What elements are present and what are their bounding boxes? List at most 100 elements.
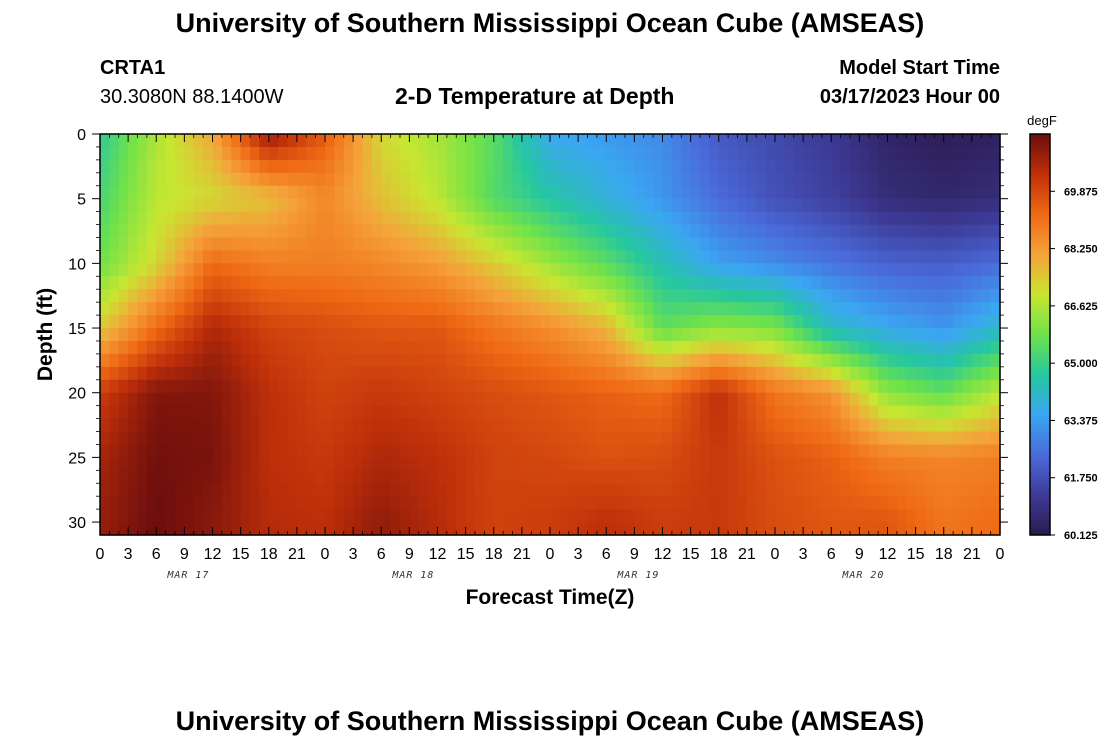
heatmap-cell [915, 276, 926, 290]
heatmap-cell [165, 431, 176, 446]
heatmap-cell [953, 496, 964, 510]
heatmap-cell [662, 444, 673, 458]
heatmap-cell [681, 522, 692, 536]
heatmap-cell [493, 146, 504, 161]
heatmap-cell [193, 353, 204, 368]
heatmap-cell [803, 276, 814, 290]
heatmap-cell [775, 379, 785, 394]
heatmap-cell [784, 392, 795, 407]
heatmap-cell [193, 366, 204, 381]
heatmap-cell [615, 289, 626, 303]
heatmap-cell [812, 431, 823, 446]
heatmap-cell [446, 211, 457, 226]
y-tick-label: 5 [77, 192, 86, 209]
heatmap-cell [334, 237, 345, 252]
heatmap-cell [971, 302, 982, 316]
heatmap-cell [606, 198, 617, 213]
heatmap-cell [165, 483, 176, 497]
heatmap-cell [850, 328, 860, 342]
heatmap-cell [493, 237, 504, 252]
heatmap-cell [709, 263, 720, 277]
heatmap-cell [296, 379, 307, 394]
heatmap-cell [596, 328, 607, 342]
x-tick-label: 12 [204, 546, 222, 563]
heatmap-cell [578, 289, 589, 303]
heatmap-cell [475, 172, 485, 187]
heatmap-cell [793, 509, 804, 523]
heatmap-cell [615, 392, 626, 407]
heatmap-cell [615, 431, 626, 446]
heatmap-cell [775, 470, 785, 484]
heatmap-cell [906, 431, 917, 446]
heatmap-cell [296, 276, 307, 290]
heatmap-cell [943, 172, 954, 187]
heatmap-cell [643, 276, 654, 290]
heatmap-cell [953, 328, 964, 342]
heatmap-cell [634, 522, 645, 536]
heatmap-cell [109, 250, 120, 264]
heatmap-cell [896, 509, 907, 523]
heatmap-cell [681, 509, 692, 523]
heatmap-cell [418, 431, 429, 446]
heatmap-cell [212, 263, 223, 277]
heatmap-cell [615, 250, 626, 264]
heatmap-cell [343, 483, 354, 497]
heatmap-cell [278, 185, 289, 200]
heatmap-cell [606, 211, 617, 226]
heatmap-cell [634, 328, 645, 342]
heatmap-cell [990, 185, 1001, 200]
heatmap-cell [625, 340, 635, 355]
heatmap-cell [175, 315, 185, 329]
heatmap-cell [428, 392, 439, 407]
heatmap-cell [418, 172, 429, 187]
heatmap-cell [540, 263, 551, 277]
heatmap-cell [868, 263, 879, 277]
heatmap-cell [231, 418, 242, 433]
heatmap-cell [418, 483, 429, 497]
heatmap-cell [550, 315, 560, 329]
heatmap-cell [128, 444, 139, 458]
heatmap-cell [400, 224, 410, 239]
heatmap-cell [250, 250, 260, 264]
heatmap-cell [212, 496, 223, 510]
heatmap-cell [578, 198, 589, 213]
heatmap-cell [484, 250, 495, 264]
heatmap-cell [718, 496, 729, 510]
heatmap-cell [746, 444, 757, 458]
heatmap-cell [596, 276, 607, 290]
heatmap-cell [990, 328, 1001, 342]
heatmap-cell [381, 198, 392, 213]
heatmap-cell [971, 522, 982, 536]
heatmap-cell [906, 289, 917, 303]
heatmap-cell [100, 418, 110, 433]
heatmap-cell [728, 237, 739, 252]
heatmap-cell [765, 211, 776, 226]
heatmap-cell [643, 353, 654, 368]
heatmap-cell [334, 250, 345, 264]
heatmap-cell [231, 392, 242, 407]
heatmap-cell [662, 315, 673, 329]
heatmap-cell [934, 431, 945, 446]
heatmap-cell [653, 328, 664, 342]
heatmap-cell [990, 198, 1001, 213]
heatmap-cell [803, 431, 814, 446]
heatmap-cell [943, 522, 954, 536]
heatmap-cell [428, 276, 439, 290]
heatmap-cell [550, 522, 560, 536]
heatmap-cell [962, 237, 973, 252]
heatmap-cell [662, 263, 673, 277]
heatmap-cell [184, 289, 195, 303]
heatmap-cell [503, 159, 514, 174]
x-tick-label: 9 [405, 546, 414, 563]
heatmap-cell [643, 172, 654, 187]
heatmap-cell [325, 198, 335, 213]
heatmap-cell [118, 198, 129, 213]
heatmap-cell [390, 444, 401, 458]
heatmap-cell [362, 470, 373, 484]
heatmap-cell [784, 146, 795, 161]
heatmap-cell [878, 146, 889, 161]
heatmap-cell [925, 431, 935, 446]
heatmap-cell [812, 159, 823, 174]
heatmap-cell [493, 172, 504, 187]
heatmap-cell [475, 522, 485, 536]
